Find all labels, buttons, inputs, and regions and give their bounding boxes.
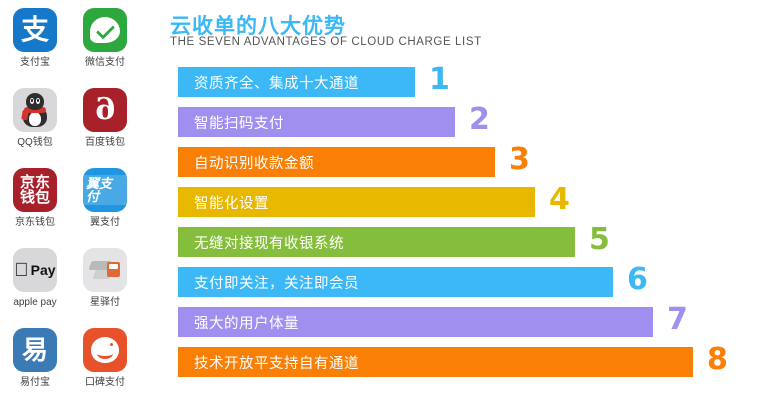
payment-icon-item[interactable]: 微信支付 [70, 0, 140, 80]
wechatpay-icon [83, 8, 127, 52]
applepay-icon: Pay [13, 248, 57, 292]
xingyifu-icon [83, 248, 127, 292]
advantage-row: 支付即关注，关注即会员 6 [140, 262, 771, 304]
advantage-rank-number: 1 [429, 62, 450, 97]
advantages-panel: 云收单的八大优势 THE SEVEN ADVANTAGES OF CLOUD C… [140, 0, 771, 408]
payment-icon-label: QQ钱包 [17, 137, 53, 148]
payment-icon-label: 京东钱包 [15, 217, 55, 228]
advantage-row: 资质齐全、集成十大通道 1 [140, 62, 771, 104]
advantage-row: 强大的用户体量 7 [140, 302, 771, 344]
advantage-row: 无缝对接现有收银系统 5 [140, 222, 771, 264]
advantage-bar[interactable]: 资质齐全、集成十大通道 [178, 67, 415, 97]
payment-icon-label: 百度钱包 [85, 137, 125, 148]
advantage-bar[interactable]: 支付即关注，关注即会员 [178, 267, 613, 297]
advantage-row: 技术开放平支持自有通道 8 [140, 342, 771, 384]
advantage-bar[interactable]: 智能化设置 [178, 187, 535, 217]
advantage-bar[interactable]: 自动识别收款金额 [178, 147, 495, 177]
jdwallet-icon: 京东 钱包 [13, 168, 57, 212]
advantage-rank-number: 4 [549, 182, 570, 217]
alipay-icon: 支 [13, 8, 57, 52]
payment-icon-item[interactable]: 口碑支付 [70, 320, 140, 400]
wechat-bubble-check-icon [90, 17, 120, 43]
payment-icon-label: 翼支付 [90, 217, 120, 228]
jd-wallet-glyph: 京东 钱包 [19, 174, 50, 206]
payment-icon-item[interactable]: 京东 钱包 京东钱包 [0, 160, 70, 240]
koubeipay-icon [83, 328, 127, 372]
advantages-bar-chart: 资质齐全、集成十大通道 1 智能扫码支付 2 自动识别收款金额 3 智能化设置 4 无缝对接现有… [140, 62, 771, 384]
advantage-label: 支付即关注，关注即会员 [194, 275, 359, 292]
payment-icon-item[interactable]: 支支付宝 [0, 0, 70, 80]
advantage-label: 技术开放平支持自有通道 [194, 355, 359, 372]
yifubao-glyph: 易 [21, 335, 48, 365]
yipay-icon: 翼支付 [83, 168, 127, 212]
advantage-row: 智能化设置 4 [140, 182, 771, 224]
advantage-rank-number: 8 [707, 342, 728, 377]
payment-icon-item[interactable]: QQ钱包 [0, 80, 70, 160]
payment-icon-label: 星驿付 [90, 297, 120, 308]
advantage-rank-number: 6 [627, 262, 648, 297]
qq-penguin-icon [22, 93, 48, 127]
advantage-rank-number: 5 [589, 222, 610, 257]
advantage-label: 无缝对接现有收银系统 [194, 235, 344, 252]
payment-icon-item[interactable]: 6 百度钱包 [70, 80, 140, 160]
payment-icon-item[interactable]: 星驿付 [70, 240, 140, 320]
payment-icon-item[interactable]: 翼支付 翼支付 [70, 160, 140, 240]
yipay-glyph: 翼支付 [83, 175, 127, 205]
advantage-row: 智能扫码支付 2 [140, 102, 771, 144]
page-subtitle: THE SEVEN ADVANTAGES OF CLOUD CHARGE LIS… [170, 36, 482, 48]
baidu-bear-glyph: 6 [94, 92, 116, 127]
advantage-bar[interactable]: 智能扫码支付 [178, 107, 455, 137]
advantage-bar[interactable]: 无缝对接现有收银系统 [178, 227, 575, 257]
advantage-label: 智能扫码支付 [194, 115, 284, 132]
advantage-label: 智能化设置 [194, 195, 269, 212]
advantage-rank-number: 2 [469, 102, 490, 137]
payment-icon-label: 微信支付 [85, 57, 125, 68]
alipay-glyph: 支 [20, 13, 49, 46]
advantage-label: 资质齐全、集成十大通道 [194, 75, 359, 92]
payment-icon-label: apple pay [13, 297, 57, 308]
payment-icon-label: 支付宝 [20, 57, 50, 68]
payment-icon-grid: 支支付宝微信支付QQ钱包6百度钱包京东钱包京东钱包翼支付翼支付Payapple… [0, 0, 140, 408]
payment-icon-label: 易付宝 [20, 377, 50, 388]
advantage-row: 自动识别收款金额 3 [140, 142, 771, 184]
payment-icon-item[interactable]: 易易付宝 [0, 320, 70, 400]
advantage-rank-number: 7 [667, 302, 688, 337]
payment-icon-label: 口碑支付 [85, 377, 125, 388]
payment-icon-item[interactable]: Pay apple pay [0, 240, 70, 320]
page-title: 云收单的八大优势 [170, 15, 346, 38]
apple-pay-logo-icon: Pay [14, 261, 55, 280]
advantage-label: 强大的用户体量 [194, 315, 299, 332]
yifubao-icon: 易 [13, 328, 57, 372]
baiduwallet-icon: 6 [83, 88, 127, 132]
xingyifu-pos-icon [88, 258, 120, 282]
qqwallet-icon [13, 88, 57, 132]
advantage-label: 自动识别收款金额 [194, 155, 314, 172]
koubei-smile-icon [91, 337, 119, 363]
advantage-rank-number: 3 [509, 142, 530, 177]
advantage-bar[interactable]: 技术开放平支持自有通道 [178, 347, 693, 377]
advantage-bar[interactable]: 强大的用户体量 [178, 307, 653, 337]
